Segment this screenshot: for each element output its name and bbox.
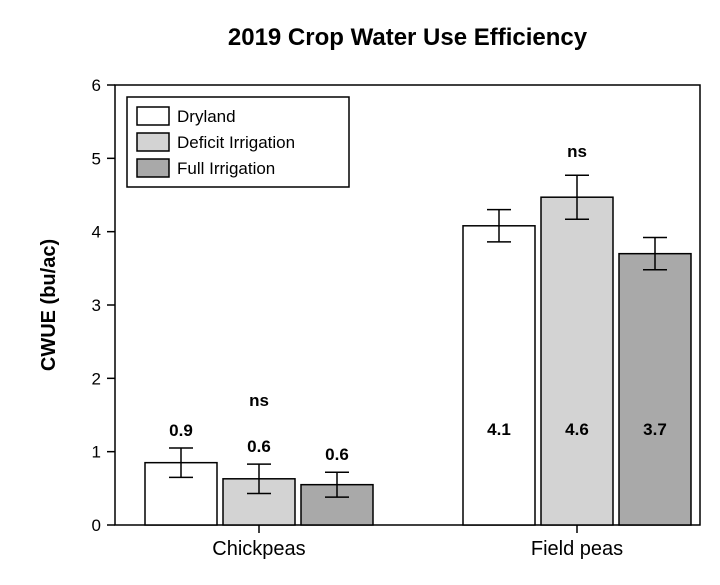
bar: [541, 197, 613, 525]
legend-label: Deficit Irrigation: [177, 133, 295, 152]
legend-swatch: [137, 133, 169, 151]
legend-swatch: [137, 107, 169, 125]
y-tick-label: 6: [92, 76, 101, 95]
y-tick-label: 0: [92, 516, 101, 535]
y-tick-label: 2: [92, 369, 101, 388]
bar-value-label: 4.1: [487, 420, 511, 439]
chart-title: 2019 Crop Water Use Efficiency: [228, 24, 588, 51]
bar: [463, 226, 535, 525]
bar-value-label: 0.9: [169, 421, 193, 440]
y-axis-label: CWUE (bu/ac): [38, 239, 60, 371]
y-tick-label: 1: [92, 443, 101, 462]
chart-svg: 0 1 2 3 4 5 6 CWUE (bu/ac) 2019 Crop Water Use E…: [0, 0, 720, 585]
legend-label: Full Irrigation: [177, 159, 275, 178]
legend-label: Dryland: [177, 107, 236, 126]
bar-value-label: 0.6: [247, 437, 271, 456]
bar-value-label: 0.6: [325, 445, 349, 464]
y-tick-label: 3: [92, 296, 101, 315]
ns-label: ns: [249, 391, 269, 410]
chart-container: 0 1 2 3 4 5 6 CWUE (bu/ac) 2019 Crop Water Use E…: [0, 0, 720, 585]
bar-value-label: 3.7: [643, 420, 667, 439]
bar: [619, 254, 691, 525]
x-group-label: Chickpeas: [212, 538, 305, 560]
x-group-label: Field peas: [531, 538, 623, 560]
legend-swatch: [137, 159, 169, 177]
ns-label: ns: [567, 142, 587, 161]
y-tick-label: 5: [92, 149, 101, 168]
y-tick-label: 4: [92, 223, 101, 242]
bar-value-label: 4.6: [565, 420, 589, 439]
